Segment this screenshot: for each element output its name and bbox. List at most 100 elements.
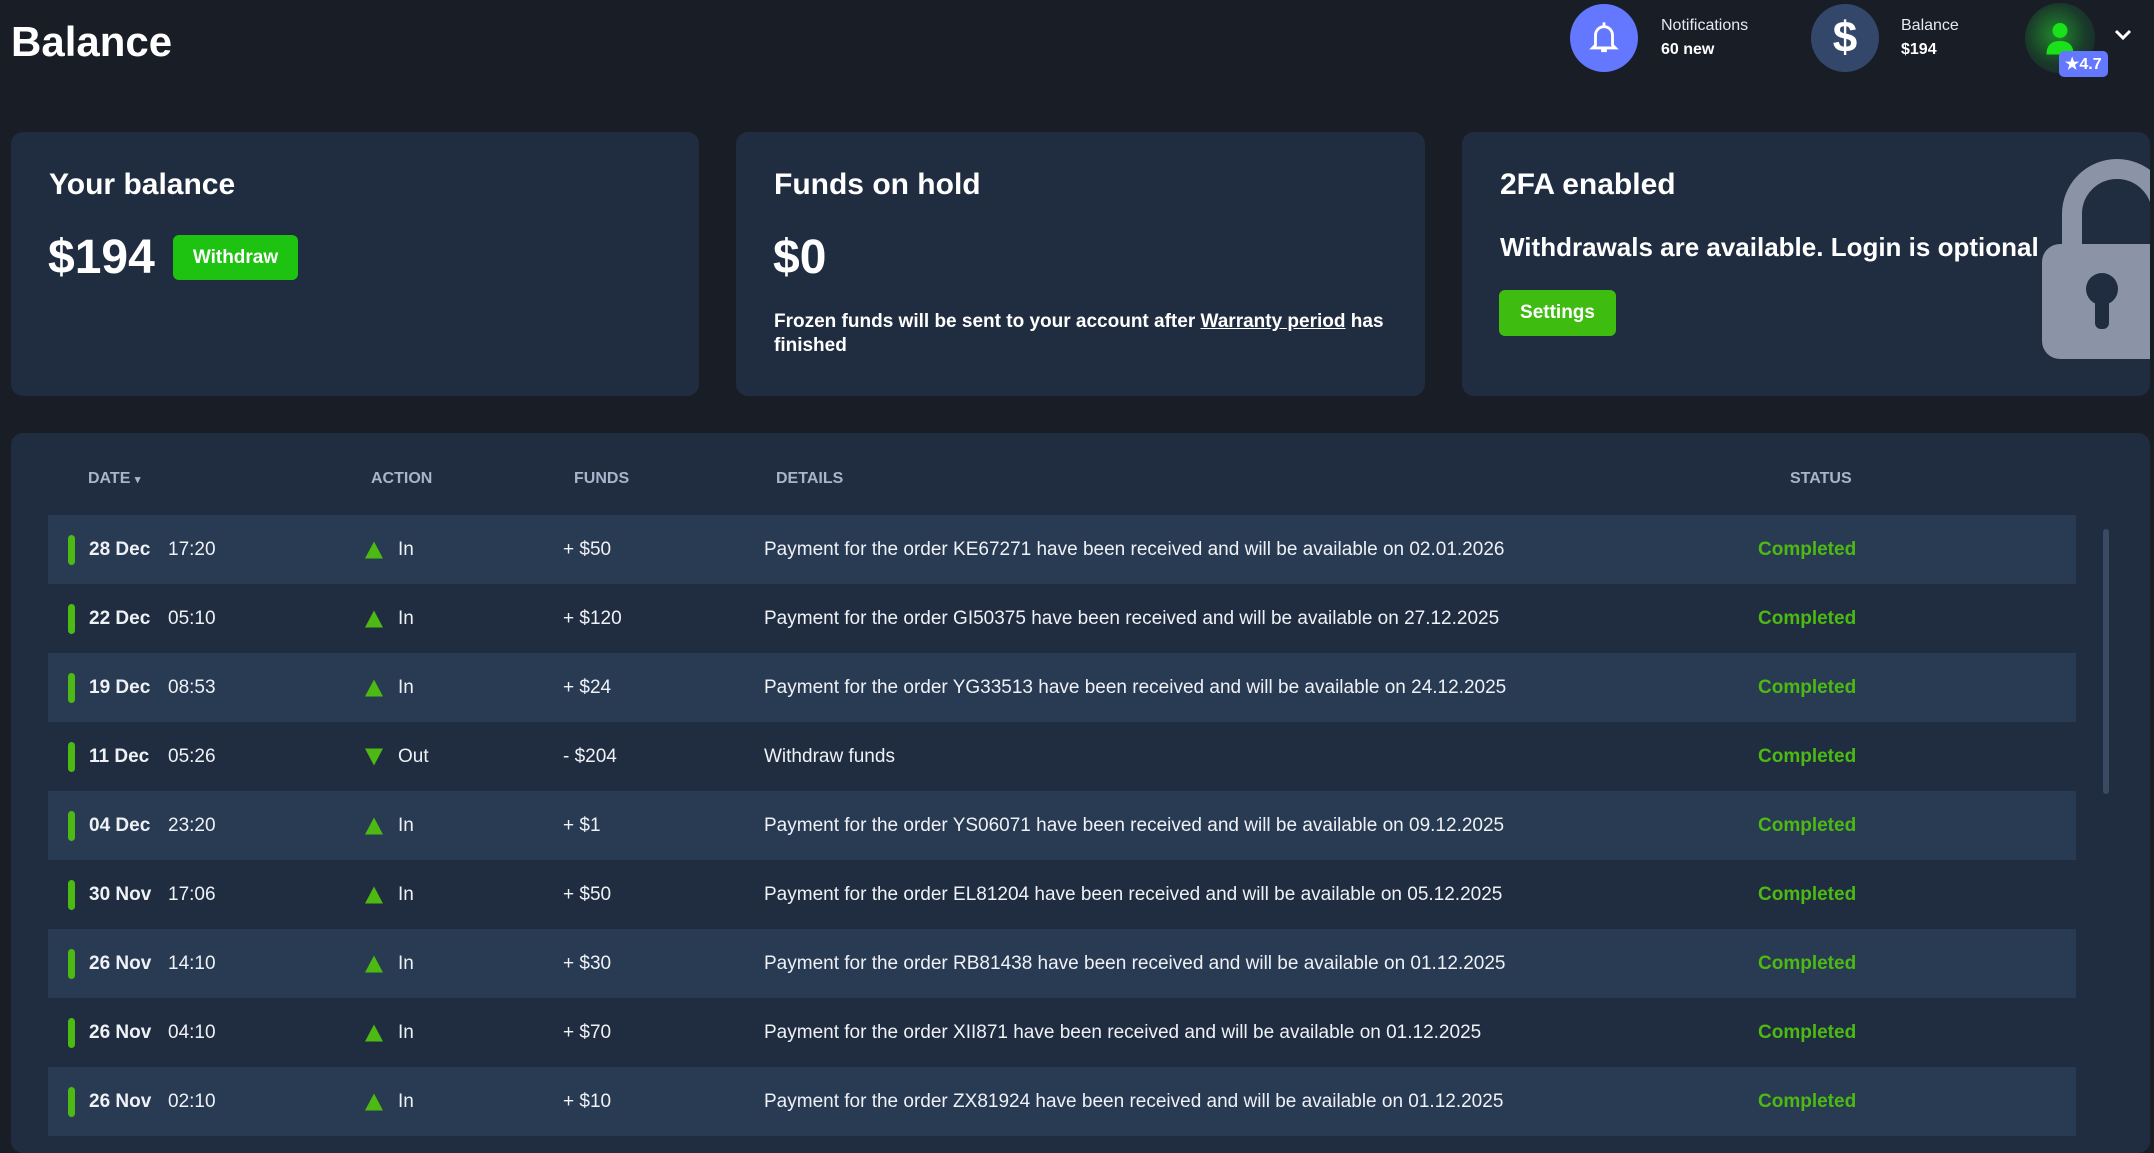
column-header-details: DETAILS — [776, 470, 844, 487]
card-title: Funds on hold — [774, 168, 981, 201]
arrow-up-icon — [365, 610, 383, 627]
balance-card: Your balance $194 Withdraw — [11, 132, 699, 396]
column-header-date[interactable]: DATE ▾ — [88, 470, 140, 488]
row-funds: + $50 — [563, 883, 612, 905]
2fa-card: 2FA enabled Withdrawals are available. L… — [1462, 132, 2150, 396]
table-row[interactable]: 26 Nov 14:10 In + $30 Payment for the or… — [48, 929, 2076, 998]
row-time: 02:10 — [168, 1090, 216, 1112]
table-row[interactable]: 19 Dec 08:53 In + $24 Payment for the or… — [48, 653, 2076, 722]
row-time: 04:10 — [168, 1021, 216, 1043]
status-indicator — [68, 879, 75, 910]
notifications-button[interactable] — [1570, 4, 1638, 72]
row-status: Completed — [1758, 952, 1857, 974]
status-indicator — [68, 810, 75, 841]
status-indicator — [68, 948, 75, 979]
balance-label: Balance — [1901, 17, 1959, 34]
row-date: 30 Nov — [89, 883, 152, 905]
row-status: Completed — [1758, 883, 1857, 905]
status-indicator — [68, 1017, 75, 1048]
row-funds: + $70 — [563, 1021, 612, 1043]
row-date: 22 Dec — [89, 607, 151, 629]
row-action: In — [398, 1021, 414, 1043]
balance-button[interactable]: $ — [1811, 4, 1879, 72]
sort-chevron-icon: ▾ — [134, 474, 141, 486]
row-details: Payment for the order YS06071 have been … — [764, 814, 1505, 836]
status-indicator — [68, 741, 75, 772]
row-date: 11 Dec — [89, 745, 150, 767]
row-funds: - $204 — [563, 745, 617, 767]
row-details: Payment for the order KE67271 have been … — [764, 538, 1505, 560]
hold-text-end: has finished — [774, 311, 1384, 356]
card-title: 2FA enabled — [1500, 168, 1676, 201]
table-row[interactable]: 11 Dec 05:26 Out - $204 Withdraw funds C… — [48, 722, 2076, 791]
arrow-up-icon — [365, 679, 383, 696]
row-details: Payment for the order EL81204 have been … — [764, 883, 1503, 905]
row-date: 26 Nov — [89, 1090, 152, 1112]
row-details: Payment for the order XII871 have been r… — [764, 1021, 1482, 1043]
row-status: Completed — [1758, 538, 1857, 560]
balance-value: $194 — [1901, 41, 1937, 58]
row-time: 08:53 — [168, 676, 216, 698]
table-row[interactable]: 30 Nov 17:06 In + $50 Payment for the or… — [48, 860, 2076, 929]
arrow-up-icon — [365, 886, 383, 903]
lock-icon — [2042, 159, 2150, 359]
card-title: Your balance — [49, 168, 236, 201]
table-row[interactable]: 22 Dec 05:10 In + $120 Payment for the o… — [48, 584, 2076, 653]
table-row[interactable]: 28 Dec 17:20 In + $50 Payment for the or… — [48, 515, 2076, 584]
row-time: 17:20 — [168, 538, 216, 560]
chevron-down-icon[interactable] — [2114, 28, 2132, 46]
row-details: Payment for the order RB81438 have been … — [764, 952, 1506, 974]
status-indicator — [68, 1086, 75, 1117]
arrow-down-icon — [365, 748, 383, 765]
row-action: In — [398, 1090, 414, 1112]
warranty-period-link[interactable]: Warranty period — [1200, 311, 1346, 332]
row-action: In — [398, 538, 414, 560]
row-action: In — [398, 814, 414, 836]
row-details: Payment for the order ZX81924 have been … — [764, 1090, 1504, 1112]
notifications-count: 60 new — [1661, 41, 1715, 58]
row-status: Completed — [1758, 814, 1857, 836]
row-funds: + $30 — [563, 952, 612, 974]
row-status: Completed — [1758, 1090, 1857, 1112]
status-indicator — [68, 534, 75, 565]
scrollbar[interactable] — [2103, 520, 2109, 1132]
withdraw-button[interactable]: Withdraw — [173, 235, 298, 280]
2fa-description: Withdrawals are available. Login is opti… — [1500, 232, 2039, 262]
table-row[interactable]: 26 Nov 02:10 In + $10 Payment for the or… — [48, 1067, 2076, 1136]
notifications-info[interactable]: Notifications 60 new — [1661, 17, 1748, 59]
dollar-icon: $ — [1832, 13, 1858, 62]
date-header-label: DATE — [88, 470, 131, 487]
arrow-up-icon — [365, 1093, 383, 1110]
arrow-up-icon — [365, 541, 383, 558]
rating-badge: ★4.7 — [2059, 51, 2108, 77]
balance-info[interactable]: Balance $194 — [1901, 17, 1959, 59]
scrollbar-thumb[interactable] — [2103, 529, 2109, 794]
row-date: 04 Dec — [89, 814, 151, 836]
status-indicator — [68, 603, 75, 634]
bell-icon — [1589, 22, 1619, 53]
page-title: Balance — [11, 18, 173, 65]
row-time: 05:10 — [168, 607, 216, 629]
hold-amount: $0 — [773, 231, 827, 284]
settings-button[interactable]: Settings — [1499, 290, 1616, 336]
row-details: Payment for the order GI50375 have been … — [764, 607, 1500, 629]
row-funds: + $1 — [563, 814, 601, 836]
row-funds: + $50 — [563, 538, 612, 560]
table-row[interactable]: 04 Dec 23:20 In + $1 Payment for the ord… — [48, 791, 2076, 860]
arrow-up-icon — [365, 955, 383, 972]
arrow-up-icon — [365, 1024, 383, 1041]
balance-amount: $194 — [48, 231, 155, 284]
row-details: Payment for the order YG33513 have been … — [764, 676, 1507, 698]
row-action: In — [398, 952, 414, 974]
row-funds: + $10 — [563, 1090, 612, 1112]
status-indicator — [68, 672, 75, 703]
notifications-label: Notifications — [1661, 17, 1749, 34]
row-action: In — [398, 676, 414, 698]
row-date: 19 Dec — [89, 676, 151, 698]
hold-text: Frozen funds will be sent to your accoun… — [774, 311, 1201, 332]
user-icon — [2046, 23, 2074, 55]
hold-description: Frozen funds will be sent to your accoun… — [774, 310, 1394, 358]
row-status: Completed — [1758, 1021, 1857, 1043]
table-row[interactable]: 26 Nov 04:10 In + $70 Payment for the or… — [48, 998, 2076, 1067]
column-header-funds: FUNDS — [574, 470, 630, 487]
